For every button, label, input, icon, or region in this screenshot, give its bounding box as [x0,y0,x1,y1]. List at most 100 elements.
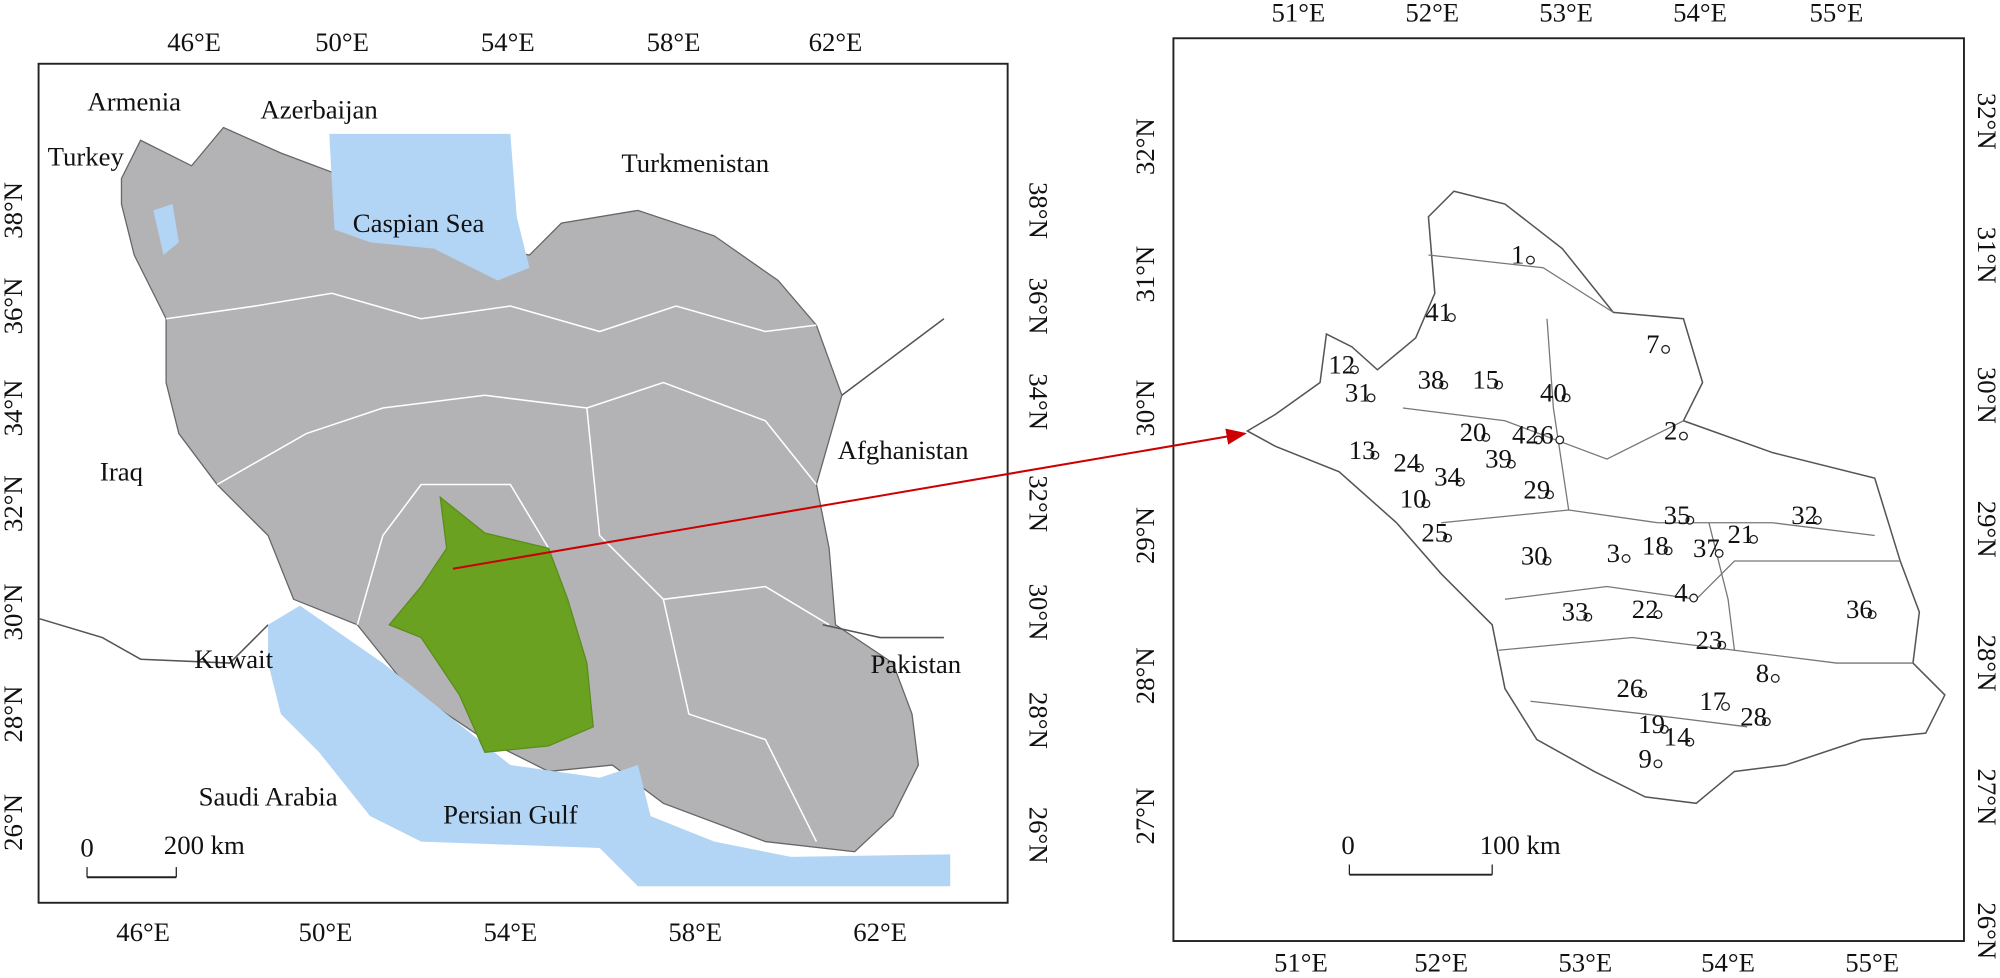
x-tick-label: 50°E [315,27,369,57]
station-marker [1533,435,1543,445]
station-label: 20 [1460,417,1487,447]
station-label: 25 [1421,518,1448,548]
y-tick-label: 36°N [0,278,28,335]
station-marker [1761,717,1771,727]
station-marker [1663,546,1673,556]
x-tick-label: 46°E [116,917,170,947]
place-label: Pakistan [870,649,961,679]
y-tick-label: 28°N [0,686,28,743]
station-label: 33 [1562,597,1589,627]
station-marker [1717,640,1727,650]
y-tick-label: 30°N [1024,584,1054,641]
station-label: 6 [1540,419,1553,449]
y-tick-label: 38°N [1024,182,1054,239]
station-marker [1653,610,1663,620]
station-label: 32 [1791,500,1818,530]
scale-label: 100 km [1480,830,1561,860]
y-tick-label: 30°N [1972,367,2000,424]
place-label: Caspian Sea [353,208,485,238]
station-label: 17 [1699,686,1726,716]
place-label: Kuwait [194,644,273,674]
station-label: 4 [1674,578,1687,608]
station-marker [1545,490,1555,500]
province-border [165,292,817,333]
station-marker [1439,380,1449,390]
station-marker [1721,701,1730,711]
station-marker [1770,673,1780,683]
station-label: 8 [1756,658,1769,688]
county-border [1708,522,1736,651]
station-label: 38 [1418,365,1445,395]
province-border [662,599,818,842]
station-marker [1494,380,1504,390]
station-label: 29 [1523,474,1550,504]
y-tick-label: 30°N [0,584,28,641]
lake [153,204,179,256]
station-marker [1350,365,1359,375]
county-border [1504,560,1901,600]
station-marker [1749,534,1759,544]
station-label: 9 [1639,743,1652,773]
station-marker [1638,689,1648,699]
persian-gulf [268,605,951,887]
county-border [1428,254,1614,313]
station-label: 14 [1664,722,1691,752]
y-tick-label: 29°N [1130,507,1160,564]
station-label: 40 [1540,377,1567,407]
station-marker [1506,459,1516,469]
station-marker [1714,548,1724,558]
station-marker [1481,432,1491,442]
station-label: 7 [1646,329,1659,359]
y-tick-label: 28°N [1972,635,2000,692]
y-tick-label: 29°N [1972,501,2000,558]
place-label: Turkey [48,142,125,172]
station-label: 12 [1328,349,1355,379]
x-tick-label: 54°E [483,917,537,947]
x-tick-label: 62°E [853,917,907,947]
place-label: Azerbaijan [260,94,377,124]
y-tick-label: 27°N [1130,788,1160,845]
province-border [216,381,817,486]
station-label: 2 [1664,416,1677,446]
x-tick-label: 55°E [1810,0,1864,27]
station-label: 13 [1349,435,1376,465]
station-marker [1867,610,1877,620]
caspian-sea [329,133,530,281]
y-tick-label: 26°N [1972,902,2000,959]
station-marker [1653,759,1663,769]
station-marker [1542,556,1552,566]
station-label: 41 [1425,297,1452,327]
scale-label: 200 km [164,830,245,860]
scale-label: 0 [1341,830,1354,860]
county-border [1546,318,1570,511]
place-label: Saudi Arabia [199,782,338,812]
station-marker [1621,554,1631,563]
station-marker [1443,533,1453,543]
station-label: 31 [1345,377,1372,407]
country-border [822,624,944,639]
country-border [841,318,945,396]
y-tick-label: 31°N [1972,227,2000,284]
x-tick-label: 51°E [1274,947,1328,977]
x-tick-label: 52°E [1414,947,1468,977]
station-marker [1370,450,1380,460]
station-label: 21 [1727,519,1754,549]
fars-province [388,495,594,753]
y-tick-label: 34°N [0,380,28,437]
county-border [1441,509,1875,537]
station-label: 23 [1696,625,1723,655]
station-label: 36 [1846,594,1873,624]
x-tick-label: 54°E [1701,947,1755,977]
x-tick-label: 58°E [668,917,722,947]
station-label: 26 [1617,673,1644,703]
x-tick-label: 53°E [1558,947,1612,977]
station-label: 1 [1511,240,1524,270]
station-label: 28 [1740,701,1767,731]
station-label: 42 [1512,419,1539,449]
station-marker [1678,431,1688,441]
x-tick-label: 50°E [299,917,353,947]
y-tick-label: 32°N [1024,475,1054,532]
station-marker [1561,393,1571,403]
place-label: Persian Gulf [443,799,578,829]
